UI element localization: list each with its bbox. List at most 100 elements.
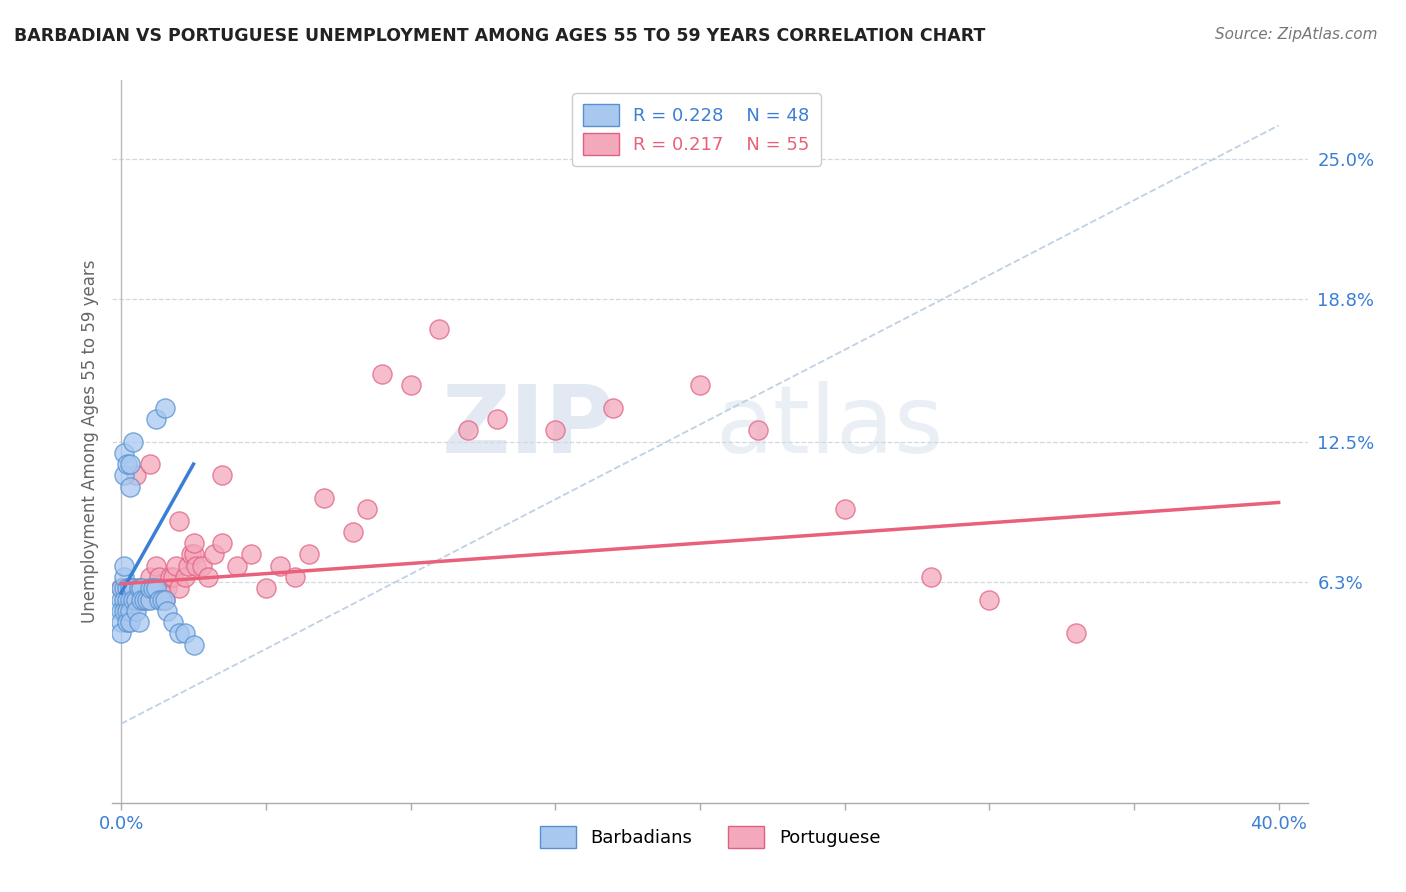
Point — [183, 638, 205, 652]
Point — [183, 536, 205, 550]
Point — [167, 514, 190, 528]
Point — [153, 592, 176, 607]
Point — [124, 468, 146, 483]
Point — [136, 592, 159, 607]
Point — [150, 592, 173, 607]
Point — [134, 582, 156, 596]
Point — [197, 570, 219, 584]
Point — [139, 570, 162, 584]
Point — [486, 412, 509, 426]
Point — [124, 592, 146, 607]
Point — [128, 582, 150, 596]
Text: BARBADIAN VS PORTUGUESE UNEMPLOYMENT AMONG AGES 55 TO 59 YEARS CORRELATION CHART: BARBADIAN VS PORTUGUESE UNEMPLOYMENT AMO… — [14, 27, 986, 45]
Point — [167, 582, 190, 596]
Point — [153, 592, 176, 607]
Point — [356, 502, 378, 516]
Point — [1064, 626, 1087, 640]
Point — [148, 570, 170, 584]
Point — [115, 615, 138, 630]
Point — [173, 626, 195, 640]
Point — [110, 604, 132, 618]
Point — [112, 446, 135, 460]
Point — [124, 592, 146, 607]
Point — [602, 401, 624, 415]
Point — [429, 321, 451, 335]
Point — [186, 558, 208, 573]
Point — [342, 524, 364, 539]
Point — [112, 558, 135, 573]
Point — [156, 582, 179, 596]
Point — [312, 491, 335, 505]
Point — [399, 378, 422, 392]
Point — [110, 592, 132, 607]
Point — [920, 570, 942, 584]
Point — [177, 558, 200, 573]
Point — [118, 604, 141, 618]
Point — [112, 570, 135, 584]
Point — [254, 582, 277, 596]
Point — [142, 582, 165, 596]
Point — [747, 423, 769, 437]
Point — [145, 558, 167, 573]
Point — [156, 604, 179, 618]
Point — [115, 582, 138, 596]
Point — [202, 548, 225, 562]
Point — [112, 592, 135, 607]
Point — [121, 582, 143, 596]
Point — [173, 570, 195, 584]
Point — [131, 592, 153, 607]
Point — [370, 367, 392, 381]
Point — [115, 604, 138, 618]
Point — [128, 582, 150, 596]
Point — [112, 604, 135, 618]
Point — [150, 582, 173, 596]
Point — [131, 582, 153, 596]
Point — [159, 570, 181, 584]
Point — [110, 626, 132, 640]
Text: Source: ZipAtlas.com: Source: ZipAtlas.com — [1215, 27, 1378, 42]
Point — [110, 582, 132, 596]
Point — [112, 468, 135, 483]
Point — [139, 582, 162, 596]
Point — [139, 592, 162, 607]
Point — [115, 582, 138, 596]
Point — [118, 480, 141, 494]
Point — [121, 592, 143, 607]
Point — [162, 570, 184, 584]
Point — [191, 558, 214, 573]
Point — [165, 558, 187, 573]
Point — [115, 457, 138, 471]
Point — [834, 502, 856, 516]
Point — [240, 548, 263, 562]
Point — [284, 570, 307, 584]
Point — [128, 615, 150, 630]
Point — [115, 592, 138, 607]
Point — [298, 548, 321, 562]
Point — [139, 457, 162, 471]
Point — [118, 615, 141, 630]
Point — [118, 457, 141, 471]
Point — [544, 423, 567, 437]
Point — [110, 582, 132, 596]
Point — [180, 548, 202, 562]
Point — [183, 548, 205, 562]
Point — [136, 582, 159, 596]
Point — [118, 582, 141, 596]
Point — [211, 536, 233, 550]
Point — [121, 582, 143, 596]
Point — [457, 423, 479, 437]
Point — [211, 468, 233, 483]
Point — [153, 401, 176, 415]
Point — [148, 592, 170, 607]
Point — [269, 558, 291, 573]
Text: ZIP: ZIP — [441, 381, 614, 473]
Point — [121, 434, 143, 449]
Legend: Barbadians, Portuguese: Barbadians, Portuguese — [533, 819, 887, 855]
Point — [142, 582, 165, 596]
Point — [225, 558, 247, 573]
Point — [124, 604, 146, 618]
Point — [145, 412, 167, 426]
Point — [112, 582, 135, 596]
Point — [118, 592, 141, 607]
Point — [110, 615, 132, 630]
